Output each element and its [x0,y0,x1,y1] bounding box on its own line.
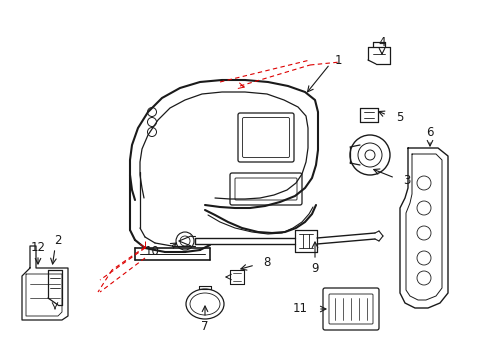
Text: 2: 2 [54,234,61,247]
Text: 10: 10 [145,244,160,257]
Text: 7: 7 [201,320,208,333]
Text: 4: 4 [378,36,385,49]
Text: 6: 6 [426,126,433,139]
Text: 11: 11 [292,302,307,315]
Text: 8: 8 [263,256,270,270]
Text: 3: 3 [402,174,409,186]
Text: 5: 5 [395,111,403,123]
Text: 12: 12 [30,240,45,253]
Text: 1: 1 [334,54,341,67]
Text: 9: 9 [311,261,318,274]
